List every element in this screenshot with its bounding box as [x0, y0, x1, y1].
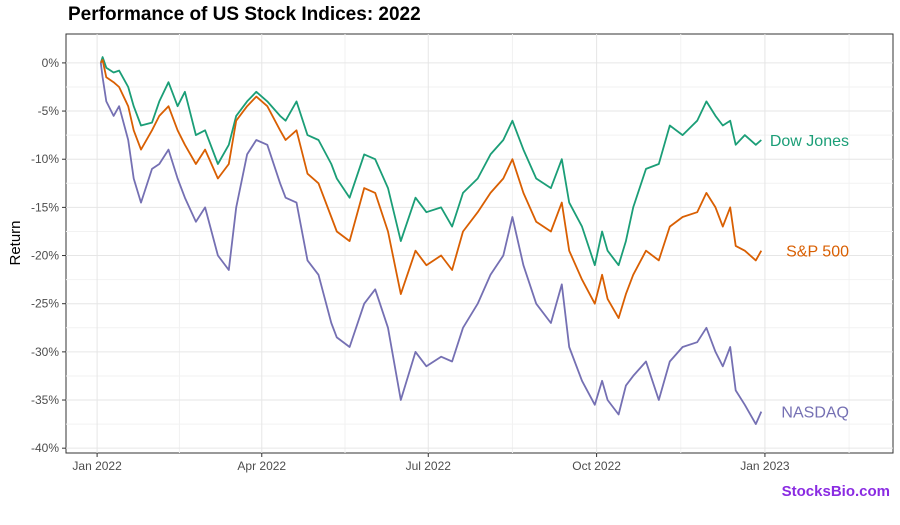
x-axis: Jan 2022 Apr 2022 Jul 2022 Oct 2022 Jan 2023	[72, 453, 790, 473]
chart-title: Performance of US Stock Indices: 2022	[68, 4, 421, 25]
y-tick-label: -25%	[31, 297, 59, 311]
y-tick-label: -5%	[38, 104, 60, 118]
y-tick-label: 0%	[42, 56, 60, 70]
series-label-s-p-500: S&P 500	[786, 244, 849, 261]
series-label-nasdaq: NASDAQ	[781, 405, 849, 422]
minor-gridlines	[66, 34, 893, 453]
y-tick-label: -30%	[31, 345, 59, 359]
y-tick-label: -35%	[31, 393, 59, 407]
x-tick-label: Jan 2022	[72, 459, 122, 473]
series-line-nasdaq	[99, 62, 763, 425]
y-tick-label: -20%	[31, 249, 59, 263]
x-tick-label: Jul 2022	[406, 459, 452, 473]
plot-panel	[65, 33, 894, 454]
series-labels: Dow Jones S&P 500 NASDAQ	[770, 133, 849, 422]
series-line-dow-jones	[99, 56, 762, 267]
major-gridlines	[66, 34, 893, 453]
y-axis: 0% -5% -10% -15% -20% -25% -30% -35% -40%	[31, 56, 66, 455]
x-tick-label: Oct 2022	[572, 459, 621, 473]
series-label-dow-jones: Dow Jones	[770, 133, 849, 150]
x-tick-label: Jan 2023	[740, 459, 790, 473]
y-tick-label: -15%	[31, 200, 59, 214]
watermark: StocksBio.com	[781, 483, 890, 500]
series-line-s-p-500	[100, 59, 763, 319]
y-axis-title: Return	[7, 220, 24, 265]
series-lines	[99, 56, 763, 425]
y-tick-label: -10%	[31, 152, 59, 166]
y-tick-label: -40%	[31, 441, 59, 455]
x-tick-label: Apr 2022	[237, 459, 286, 473]
